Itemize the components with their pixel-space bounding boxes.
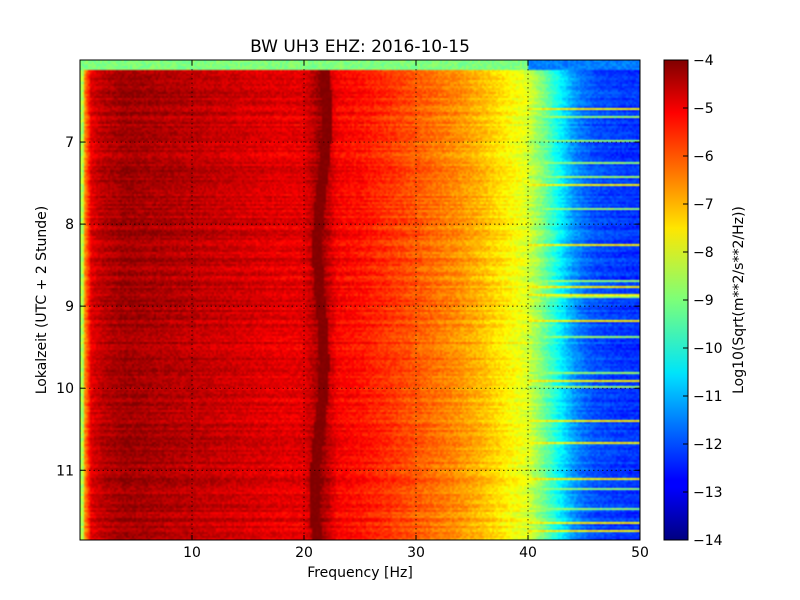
y-axis-ticks: 7 8 9 10 11	[56, 135, 640, 479]
x-tick-label: 20	[295, 545, 313, 561]
colorbar-tick-label: −10	[693, 341, 723, 357]
colorbar-label: Log10(Sqrt(m**2/s**2/Hz))	[731, 206, 747, 394]
x-axis-ticks: 10 20 30 40 50	[183, 60, 649, 561]
colorbar-tick-label: −4	[693, 53, 714, 69]
colorbar-tick-label: −8	[693, 245, 714, 261]
spectrogram-heatmap	[80, 60, 640, 540]
y-tick-label: 9	[65, 299, 74, 315]
colorbar-tick-label: −12	[693, 437, 723, 453]
y-tick-label: 8	[65, 217, 74, 233]
colorbar-tick-label: −13	[693, 485, 723, 501]
y-tick-label: 7	[65, 135, 74, 151]
y-tick-label: 11	[56, 463, 74, 479]
y-axis-label: Lokalzeit (UTC + 2 Stunde)	[34, 206, 50, 395]
colorbar-tick-label: −9	[693, 293, 714, 309]
colorbar-tick-label: −14	[693, 533, 723, 549]
colorbar-tick-label: −6	[693, 149, 714, 165]
colorbar-ticks: −4 −5 −6 −7 −8 −9 −10 −11 −12 −13 −14	[683, 53, 723, 549]
x-tick-label: 10	[183, 545, 201, 561]
x-tick-label: 50	[631, 545, 649, 561]
colorbar-tick-label: −11	[693, 389, 723, 405]
x-axis-label: Frequency [Hz]	[307, 565, 413, 581]
y-tick-label: 10	[56, 381, 74, 397]
x-tick-label: 30	[407, 545, 425, 561]
plot-frame	[79, 59, 641, 541]
colorbar-tick-label: −5	[693, 101, 714, 117]
colorbar-tick-label: −7	[693, 197, 714, 213]
x-tick-label: 40	[519, 545, 537, 561]
grid-lines	[80, 60, 640, 540]
chart-title: BW UH3 EHZ: 2016-10-15	[250, 37, 470, 57]
